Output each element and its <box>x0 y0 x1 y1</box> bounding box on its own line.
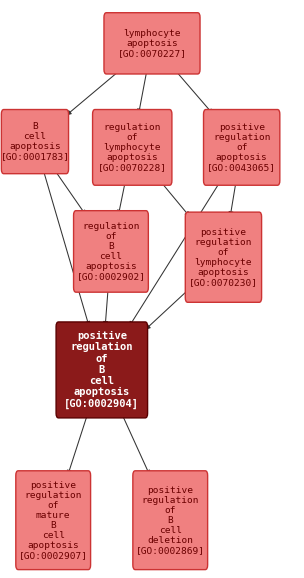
FancyBboxPatch shape <box>56 322 148 418</box>
Text: lymphocyte
apoptosis
[GO:0070227]: lymphocyte apoptosis [GO:0070227] <box>118 29 186 58</box>
FancyBboxPatch shape <box>185 212 261 302</box>
Text: positive
regulation
of
B
cell
deletion
[GO:0002869]: positive regulation of B cell deletion [… <box>136 486 205 555</box>
Text: regulation
of
B
cell
apoptosis
[GO:0002902]: regulation of B cell apoptosis [GO:00029… <box>77 222 145 281</box>
FancyBboxPatch shape <box>92 110 172 185</box>
FancyBboxPatch shape <box>74 211 148 292</box>
Text: positive
regulation
of
lymphocyte
apoptosis
[GO:0070230]: positive regulation of lymphocyte apopto… <box>189 228 258 287</box>
Text: regulation
of
lymphocyte
apoptosis
[GO:0070228]: regulation of lymphocyte apoptosis [GO:0… <box>98 123 167 172</box>
Text: positive
regulation
of
B
cell
apoptosis
[GO:0002904]: positive regulation of B cell apoptosis … <box>64 331 139 409</box>
FancyBboxPatch shape <box>204 110 280 185</box>
Text: positive
regulation
of
mature
B
cell
apoptosis
[GO:0002907]: positive regulation of mature B cell apo… <box>19 480 88 560</box>
Text: positive
regulation
of
apoptosis
[GO:0043065]: positive regulation of apoptosis [GO:004… <box>207 123 276 172</box>
Text: B
cell
apoptosis
[GO:0001783]: B cell apoptosis [GO:0001783] <box>1 122 69 161</box>
FancyBboxPatch shape <box>2 110 68 173</box>
FancyBboxPatch shape <box>104 13 200 74</box>
FancyBboxPatch shape <box>16 470 91 570</box>
FancyBboxPatch shape <box>133 470 208 570</box>
